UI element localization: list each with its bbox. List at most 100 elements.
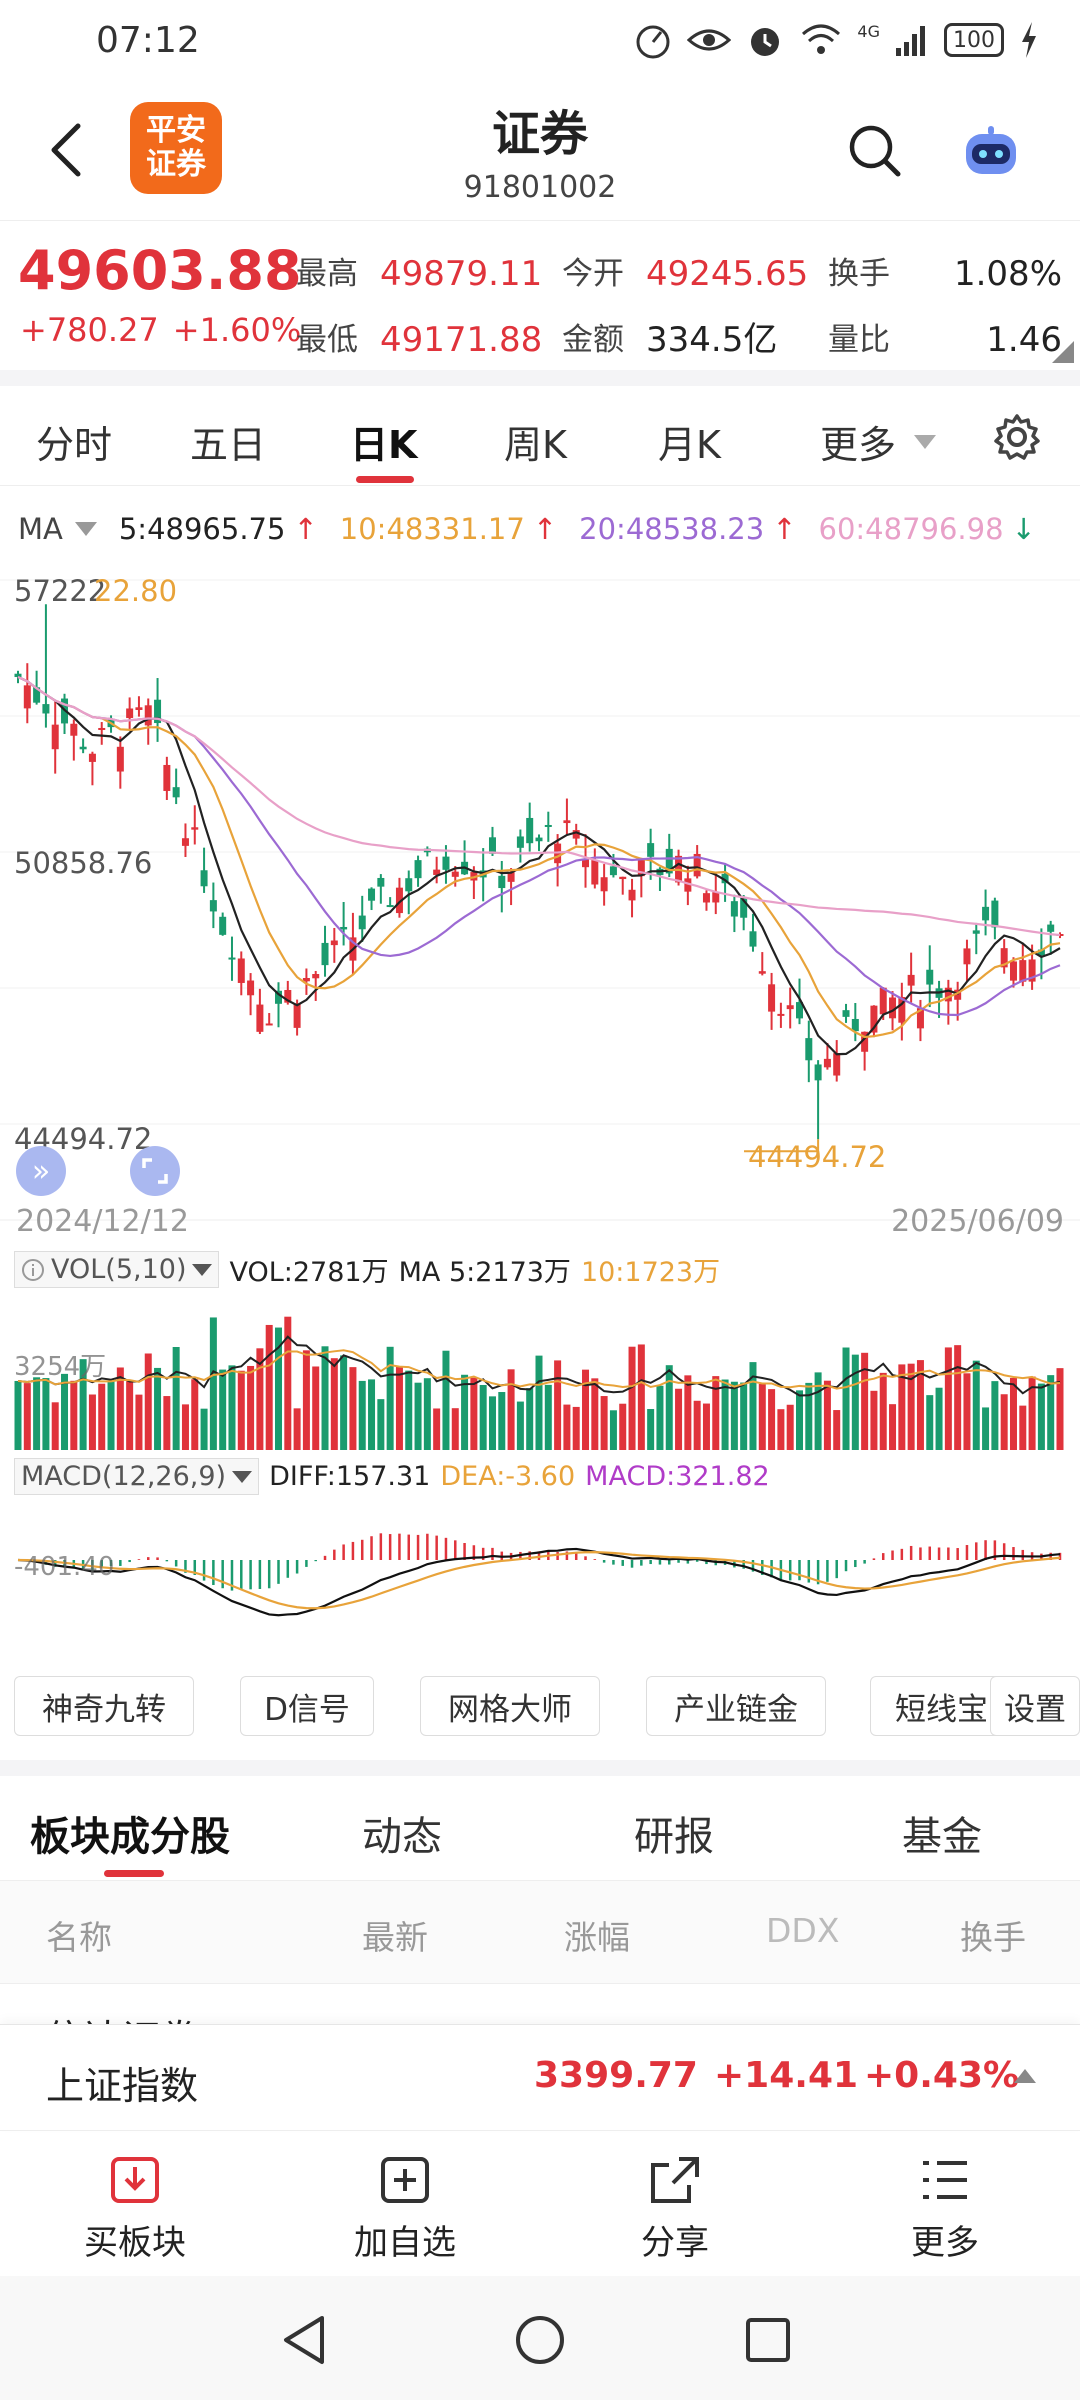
- volume-bar: [991, 1381, 999, 1450]
- tool-grid-master[interactable]: 网格大师: [420, 1676, 600, 1736]
- candle-body: [526, 817, 534, 844]
- volume-bar: [712, 1376, 720, 1450]
- volume-bar: [647, 1409, 655, 1450]
- candle-body: [693, 853, 701, 877]
- col-change[interactable]: 涨幅: [564, 1918, 630, 1957]
- tab-monthly-k[interactable]: 月K: [658, 423, 721, 467]
- volume-bar: [275, 1327, 282, 1450]
- volume-bar: [814, 1372, 822, 1450]
- candle-body: [181, 838, 189, 846]
- caret-up-icon[interactable]: [1014, 2069, 1036, 2083]
- fullscreen-button[interactable]: [130, 1146, 180, 1196]
- volume-bar: [330, 1358, 338, 1450]
- volume-bar: [470, 1377, 478, 1450]
- tab-daily-k[interactable]: 日K: [350, 423, 418, 467]
- macd-selector[interactable]: MACD(12,26,9): [14, 1458, 260, 1495]
- ma-selector[interactable]: MA: [18, 512, 63, 546]
- tab-intraday[interactable]: 分时: [36, 423, 113, 467]
- tab-news[interactable]: 动态: [362, 1814, 442, 1860]
- macd-dropdown-icon: [232, 1470, 253, 1483]
- settings-gear-icon[interactable]: [992, 412, 1042, 462]
- volume-bar: [702, 1403, 710, 1450]
- buy-sector-button[interactable]: 买板块: [60, 2155, 210, 2264]
- robot-assistant-icon[interactable]: [960, 124, 1022, 180]
- ma-dropdown-icon[interactable]: [74, 522, 97, 536]
- macd-chart[interactable]: [0, 1500, 1080, 1660]
- share-button[interactable]: 分享: [600, 2155, 750, 2264]
- add-watchlist-button[interactable]: 加自选: [330, 2155, 480, 2264]
- col-ddx[interactable]: DDX: [766, 1911, 840, 1950]
- up-arrow-icon: ↑: [293, 512, 318, 546]
- ma5-line: [17, 676, 1061, 1056]
- download-box-icon: [111, 2157, 159, 2203]
- table-row[interactable]: 信达证券: [0, 1984, 1080, 2024]
- volume-bar: [98, 1383, 106, 1450]
- volume-bar: [609, 1410, 617, 1450]
- volume-bar: [982, 1407, 990, 1450]
- vol-ma5: MA 5:2173万: [398, 1257, 571, 1288]
- nav-back-icon[interactable]: [280, 2314, 330, 2366]
- tab-weekly-k[interactable]: 周K: [504, 423, 567, 467]
- candle-body: [507, 872, 515, 882]
- col-name[interactable]: 名称: [46, 1918, 112, 1957]
- candle-body: [395, 887, 403, 914]
- candle-body: [237, 958, 245, 983]
- share-icon: [651, 2157, 699, 2203]
- volume-bar: [172, 1347, 180, 1450]
- volume-bar: [442, 1350, 450, 1450]
- tool-short-term[interactable]: 短线宝: [870, 1676, 1050, 1736]
- vol-selector[interactable]: VOL(5,10): [14, 1251, 220, 1288]
- volume-bar: [526, 1388, 534, 1450]
- col-turnover[interactable]: 换手: [960, 1918, 1026, 1957]
- back-icon[interactable]: [46, 120, 86, 180]
- volume-bar: [628, 1346, 636, 1450]
- bottom-actions: 买板块 加自选 分享 更多: [0, 2130, 1080, 2276]
- candle-body: [712, 892, 720, 903]
- candle-body: [358, 915, 366, 930]
- index-ticker-bar[interactable]: 上证指数 3399.77 +14.41 +0.43%: [0, 2024, 1080, 2130]
- tab-five-day[interactable]: 五日: [190, 423, 267, 467]
- candle-body: [861, 1031, 869, 1052]
- tool-bar: 神奇九转 D信号 网格大师 产业链金 短线宝 设置: [0, 1676, 1080, 1742]
- candle-body: [944, 987, 952, 1002]
- volume-bar: [972, 1360, 980, 1450]
- info-icon: [22, 1258, 44, 1281]
- volume-bar: [284, 1316, 292, 1450]
- ma10-line: [17, 676, 1061, 1039]
- kline-canvas[interactable]: [0, 560, 1080, 1240]
- low-label: 最低: [296, 322, 358, 358]
- tool-magic-nine[interactable]: 神奇九转: [14, 1676, 194, 1736]
- col-latest[interactable]: 最新: [362, 1918, 428, 1957]
- tab-funds[interactable]: 基金: [902, 1814, 982, 1860]
- more-button[interactable]: 更多: [870, 2155, 1020, 2264]
- volume-bar: [954, 1345, 962, 1450]
- tab-research[interactable]: 研报: [634, 1814, 714, 1860]
- expand-corner-icon[interactable]: [1052, 341, 1074, 363]
- candle-body: [405, 878, 413, 892]
- candle-body: [972, 930, 980, 934]
- candle-body: [609, 866, 617, 876]
- tab-constituents[interactable]: 板块成分股: [30, 1814, 230, 1860]
- tool-industry-chain[interactable]: 产业链金: [646, 1676, 826, 1736]
- volume-bar: [916, 1360, 924, 1450]
- candle-body: [684, 878, 692, 892]
- battery-icon: 100: [944, 23, 1004, 57]
- fast-forward-button[interactable]: »: [16, 1146, 66, 1196]
- candle-body: [749, 931, 757, 947]
- nav-recents-icon[interactable]: [744, 2316, 792, 2364]
- volume-bar: [386, 1346, 394, 1450]
- header: 平安 证券 证券 91801002: [0, 80, 1080, 220]
- stock-code: 91801002: [463, 170, 617, 205]
- candle-body: [442, 856, 450, 870]
- search-icon[interactable]: [846, 122, 902, 178]
- candle-body: [256, 1004, 264, 1032]
- volume-bar: [1000, 1394, 1008, 1450]
- nav-home-icon[interactable]: [514, 2314, 566, 2366]
- kline-chart[interactable]: 57222 22.80 50858.76 44494.72 44494.72 »…: [0, 560, 1080, 1240]
- volume-chart[interactable]: [0, 1294, 1080, 1452]
- tool-settings[interactable]: 设置: [990, 1676, 1080, 1736]
- tool-d-signal[interactable]: D信号: [240, 1676, 374, 1736]
- volume-bar: [116, 1367, 124, 1450]
- tab-more[interactable]: 更多: [820, 414, 937, 469]
- speed-icon: [636, 25, 670, 59]
